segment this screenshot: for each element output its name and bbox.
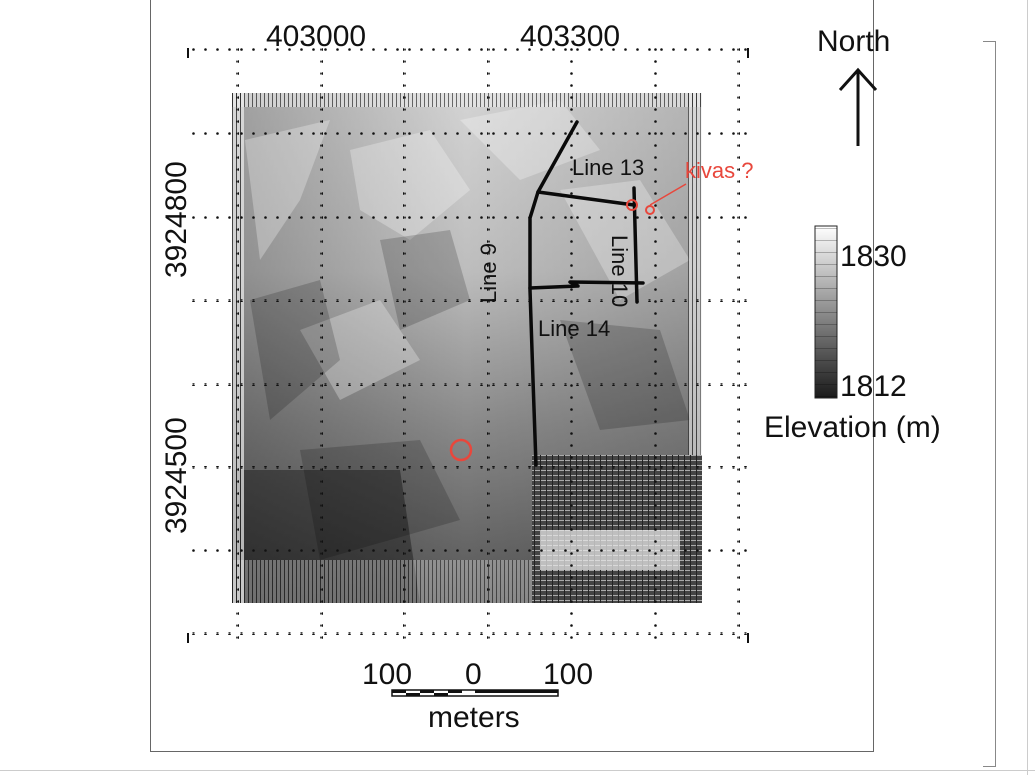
legend-title: Elevation (m) [764,413,941,443]
north-label: North [817,27,890,57]
scale-unit-label: meters [428,703,520,733]
kivas-annotation: kivas ? [685,160,753,182]
northing-label-2: 3924500 [162,414,194,534]
scale-label-left: 100 [362,660,412,690]
legend-min-label: 1812 [840,372,907,402]
scale-label-right: 100 [543,660,593,690]
easting-label-2: 403300 [520,22,620,52]
scale-label-center: 0 [465,660,482,690]
line-9-label: Line 9 [478,237,502,303]
line-14-label: Line 14 [538,318,610,340]
north-arrow [840,70,876,146]
line-13-label: Line 13 [572,157,644,179]
easting-label-1: 403000 [266,22,366,52]
legend-max-label: 1830 [840,242,907,272]
northing-label-1: 3924800 [162,158,194,278]
line-10-label: Line 10 [608,235,630,307]
